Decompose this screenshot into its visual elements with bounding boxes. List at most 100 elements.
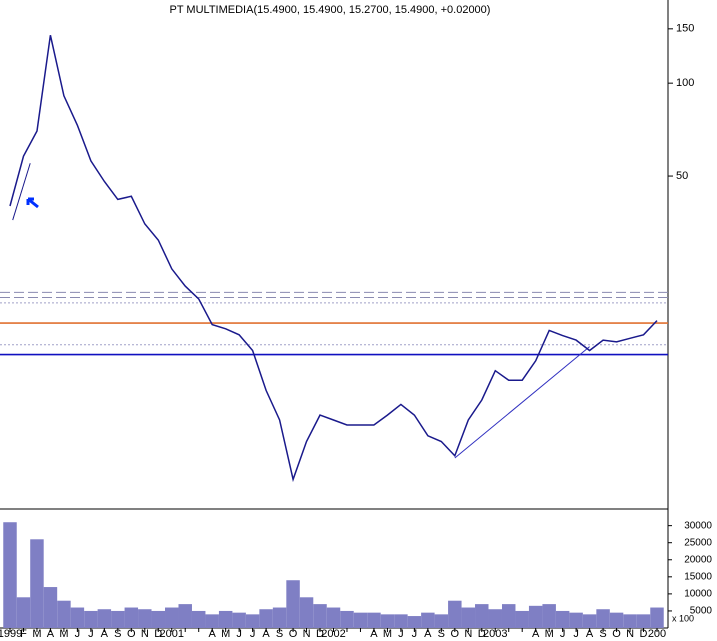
x-tick-label: D xyxy=(154,628,162,640)
x-tick-label: A xyxy=(586,628,594,640)
volume-bar xyxy=(582,614,597,628)
volume-bar xyxy=(97,609,112,628)
y2-tick-label: 5000 xyxy=(690,606,713,617)
volume-bar xyxy=(434,614,449,628)
x-tick-label: J xyxy=(75,628,81,640)
x-tick-label: 2001 xyxy=(160,628,184,640)
volume-bar xyxy=(569,612,583,628)
volume-bar xyxy=(421,612,435,628)
x-tick-label: J xyxy=(250,628,256,640)
y2-tick-label: 25000 xyxy=(684,537,712,548)
x-tick-label: O xyxy=(127,628,136,640)
volume-bar xyxy=(407,616,422,628)
x-tick-label: J xyxy=(88,628,94,640)
x-tick-label: O xyxy=(612,628,621,640)
volume-bar xyxy=(340,610,354,628)
volume-bar xyxy=(178,604,192,628)
volume-bar xyxy=(16,597,31,628)
volume-bar xyxy=(124,607,139,628)
volume-bar xyxy=(57,600,71,628)
volume-bar xyxy=(84,610,98,628)
y-tick-label: 150 xyxy=(676,23,694,35)
arrow-icon xyxy=(26,197,39,209)
x-tick-label: O xyxy=(289,628,298,640)
volume-bar xyxy=(70,607,85,628)
volume-bar xyxy=(650,607,664,628)
x-tick-label: J xyxy=(236,628,242,640)
x-tick-label: A xyxy=(101,628,109,640)
volume-bar xyxy=(138,609,152,628)
x-tick-label: A xyxy=(424,628,432,640)
volume-bar xyxy=(313,604,327,628)
volume-bar xyxy=(205,614,219,628)
x-tick-label: D xyxy=(316,628,324,640)
x-tick-label: N xyxy=(303,628,311,640)
trend-line xyxy=(12,163,31,221)
x-tick-label: S xyxy=(276,628,283,640)
volume-bar xyxy=(515,610,529,628)
volume-bar xyxy=(380,614,395,628)
x-tick-label: O xyxy=(451,628,460,640)
volume-bar xyxy=(299,597,314,628)
volume-bar xyxy=(501,604,516,628)
volume-bar xyxy=(259,609,273,628)
volume-bar xyxy=(542,604,556,628)
y2-tick-label: 15000 xyxy=(684,571,712,582)
volume-bar xyxy=(448,600,462,628)
volume-bar xyxy=(286,580,300,628)
y2-tick-label: 10000 xyxy=(684,589,712,600)
price-line xyxy=(9,35,658,483)
x-tick-label: N xyxy=(141,628,149,640)
volume-bar xyxy=(245,614,260,628)
x-tick-label: A xyxy=(209,628,217,640)
x-tick-label: A xyxy=(47,628,55,640)
trend-line xyxy=(454,346,590,459)
volume-bar xyxy=(326,607,341,628)
volume-bar xyxy=(232,612,246,628)
volume-bar xyxy=(165,607,179,628)
y-tick-label: 50 xyxy=(676,170,688,182)
volume-bar xyxy=(636,614,651,628)
volume-bar xyxy=(111,610,125,628)
x-tick-label: 2003 xyxy=(483,628,507,640)
volume-bar xyxy=(555,610,570,628)
volume-bar xyxy=(367,612,381,628)
x-tick-label: 200 xyxy=(648,628,666,640)
volume-bar xyxy=(3,522,17,628)
y2-tick-label: 30000 xyxy=(684,520,712,531)
x-tick-label: F xyxy=(20,628,27,640)
x-tick-label: A xyxy=(532,628,540,640)
x-tick-label: N xyxy=(626,628,634,640)
x-tick-label: S xyxy=(114,628,121,640)
volume-bar xyxy=(43,587,58,628)
x-tick-label: M xyxy=(59,628,68,640)
volume-bar xyxy=(528,605,543,628)
volume-bar xyxy=(191,610,206,628)
x-tick-label: M xyxy=(383,628,392,640)
volume-bar xyxy=(461,607,476,628)
x-tick-label: J xyxy=(560,628,566,640)
y2-tick-label: 20000 xyxy=(684,554,712,565)
x-tick-label: D xyxy=(640,628,648,640)
x-tick-label: 2002 xyxy=(321,628,345,640)
volume-bar xyxy=(151,610,166,628)
volume-bar xyxy=(394,614,408,628)
x-tick-label: J xyxy=(398,628,404,640)
chart-title: PT MULTIMEDIA(15.4900, 15.4900, 15.2700,… xyxy=(170,4,491,16)
y2-axis-label: x 100 xyxy=(672,613,694,623)
x-tick-label: M xyxy=(32,628,41,640)
y-tick-label: 100 xyxy=(676,77,694,89)
x-tick-label: A xyxy=(370,628,378,640)
x-tick-label: 1999 xyxy=(0,628,22,640)
x-tick-label: M xyxy=(545,628,554,640)
volume-bar xyxy=(353,612,368,628)
x-tick-label: S xyxy=(438,628,445,640)
volume-bar xyxy=(272,607,287,628)
volume-bar xyxy=(30,539,44,628)
x-tick-label: J xyxy=(573,628,579,640)
x-tick-label: S xyxy=(599,628,606,640)
x-tick-label: M xyxy=(221,628,230,640)
volume-bar xyxy=(596,609,610,628)
